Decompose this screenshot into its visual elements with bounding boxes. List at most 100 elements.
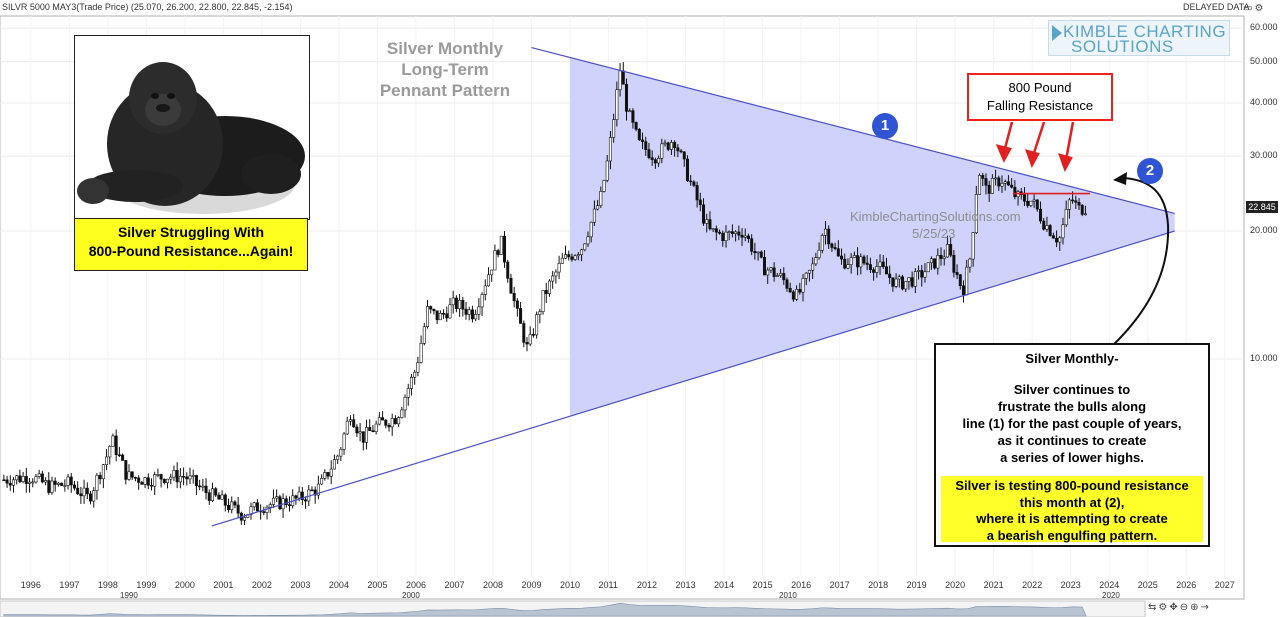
candle-body	[1003, 181, 1007, 184]
settings-icon[interactable]: ⚙	[1158, 602, 1170, 613]
candle-body	[236, 504, 240, 514]
candle-body	[734, 231, 738, 234]
candle-body	[365, 427, 369, 443]
x-tick-label: 2027	[1214, 580, 1235, 590]
candle-body	[11, 479, 15, 486]
last-price-tag: 22.845	[1246, 201, 1278, 213]
candle-body	[833, 247, 837, 249]
candle-body	[974, 194, 978, 233]
candle-body	[300, 491, 304, 501]
candle-body	[763, 256, 767, 276]
candle-body	[1022, 194, 1026, 202]
candle-body	[1035, 199, 1039, 210]
candle-body	[162, 478, 166, 484]
candle-body	[1039, 208, 1043, 222]
gorilla-caption-line-1: Silver Struggling With	[117, 224, 265, 240]
rising-support-line	[211, 230, 1175, 527]
candle-body	[1013, 186, 1017, 198]
candle-body	[929, 258, 933, 264]
candle-body	[44, 480, 48, 483]
arrow-icon[interactable]: →	[1200, 602, 1211, 613]
candle-body	[551, 275, 555, 282]
candle-body	[775, 275, 779, 277]
candle-body	[564, 254, 568, 259]
candle-body	[708, 219, 712, 230]
candle-body	[85, 487, 89, 495]
x-tick-label: 2026	[1176, 580, 1197, 590]
candle-body	[185, 476, 189, 480]
candle-body	[978, 175, 982, 195]
pennant-pattern	[570, 57, 1175, 417]
candle-body	[875, 266, 879, 273]
candle-body	[56, 482, 60, 485]
candle-body	[795, 289, 799, 300]
highlight-line: this month at (2),	[1019, 494, 1125, 510]
candle-body	[400, 409, 404, 418]
candle-body	[24, 476, 28, 484]
candle-body	[750, 238, 754, 252]
candle-body	[804, 272, 808, 279]
candle-body	[936, 255, 940, 269]
candle-body	[592, 208, 596, 223]
candle-body	[435, 310, 439, 321]
zoom-icon[interactable]: ⇆	[1148, 602, 1159, 613]
candle-body	[175, 470, 179, 483]
candle-body	[872, 269, 876, 273]
candle-body	[849, 257, 853, 265]
x-tick-label: 2010	[560, 580, 581, 590]
x-tick-label: 2013	[675, 580, 696, 590]
candle-body	[939, 255, 943, 259]
window-controls[interactable]: ▭⚙	[1243, 3, 1265, 14]
candle-body	[358, 431, 362, 434]
zoom-out-icon[interactable]: ⊖	[1179, 602, 1191, 613]
candle-body	[1083, 213, 1087, 216]
gear-icon[interactable]: ⚙	[1254, 3, 1266, 14]
candle-body	[368, 427, 372, 431]
candle-body	[702, 204, 706, 224]
candle-body	[137, 477, 141, 483]
resistance-callout-line-2: Falling Resistance	[986, 98, 1094, 113]
candle-body	[560, 257, 564, 264]
candle-body	[194, 475, 198, 487]
candle-body	[361, 431, 365, 443]
x-tick-label: 2018	[868, 580, 889, 590]
candle-body	[525, 342, 529, 345]
candle-body	[746, 235, 750, 239]
candle-body	[480, 294, 484, 308]
candle-body	[214, 488, 218, 496]
commentary-box: Silver Monthly- Silver continues to frus…	[934, 343, 1210, 547]
candle-body	[608, 137, 612, 162]
candle-body	[573, 255, 577, 260]
chart-toolbar[interactable]: ⇆⚙✥⊖⊕→	[1148, 602, 1211, 613]
candle-body	[220, 494, 224, 500]
candle-body	[166, 478, 170, 484]
candle-body	[689, 180, 693, 183]
candle-body	[711, 228, 715, 230]
candle-body	[153, 474, 157, 487]
x-tick-label: 2020	[945, 580, 966, 590]
minimize-icon[interactable]: ▭	[1243, 3, 1255, 14]
candle-body	[544, 290, 548, 294]
candle-body	[114, 435, 118, 456]
candle-body	[657, 158, 661, 164]
candle-body	[952, 254, 956, 273]
candle-body	[496, 250, 500, 255]
zoom-in-icon[interactable]: ⊕	[1190, 602, 1201, 613]
candle-body	[891, 277, 895, 287]
candle-body	[352, 419, 356, 428]
candle-body	[535, 314, 539, 336]
logo-line-2: SOLUTIONS	[1071, 37, 1174, 56]
candle-body	[40, 473, 44, 483]
candle-body	[519, 308, 523, 324]
x-tick-label: 2009	[521, 580, 542, 590]
chart-title: Silver Monthly Long-Term Pennant Pattern	[360, 38, 530, 101]
candle-body	[1032, 199, 1036, 202]
candle-body	[47, 480, 51, 493]
candle-body	[612, 119, 616, 138]
candle-body	[223, 494, 227, 506]
pan-icon[interactable]: ✥	[1169, 602, 1180, 613]
candle-body	[653, 159, 657, 164]
delayed-data-label: DELAYED DATA	[1183, 2, 1250, 12]
candle-body	[933, 258, 937, 269]
x-tick-label: 2004	[328, 580, 349, 590]
